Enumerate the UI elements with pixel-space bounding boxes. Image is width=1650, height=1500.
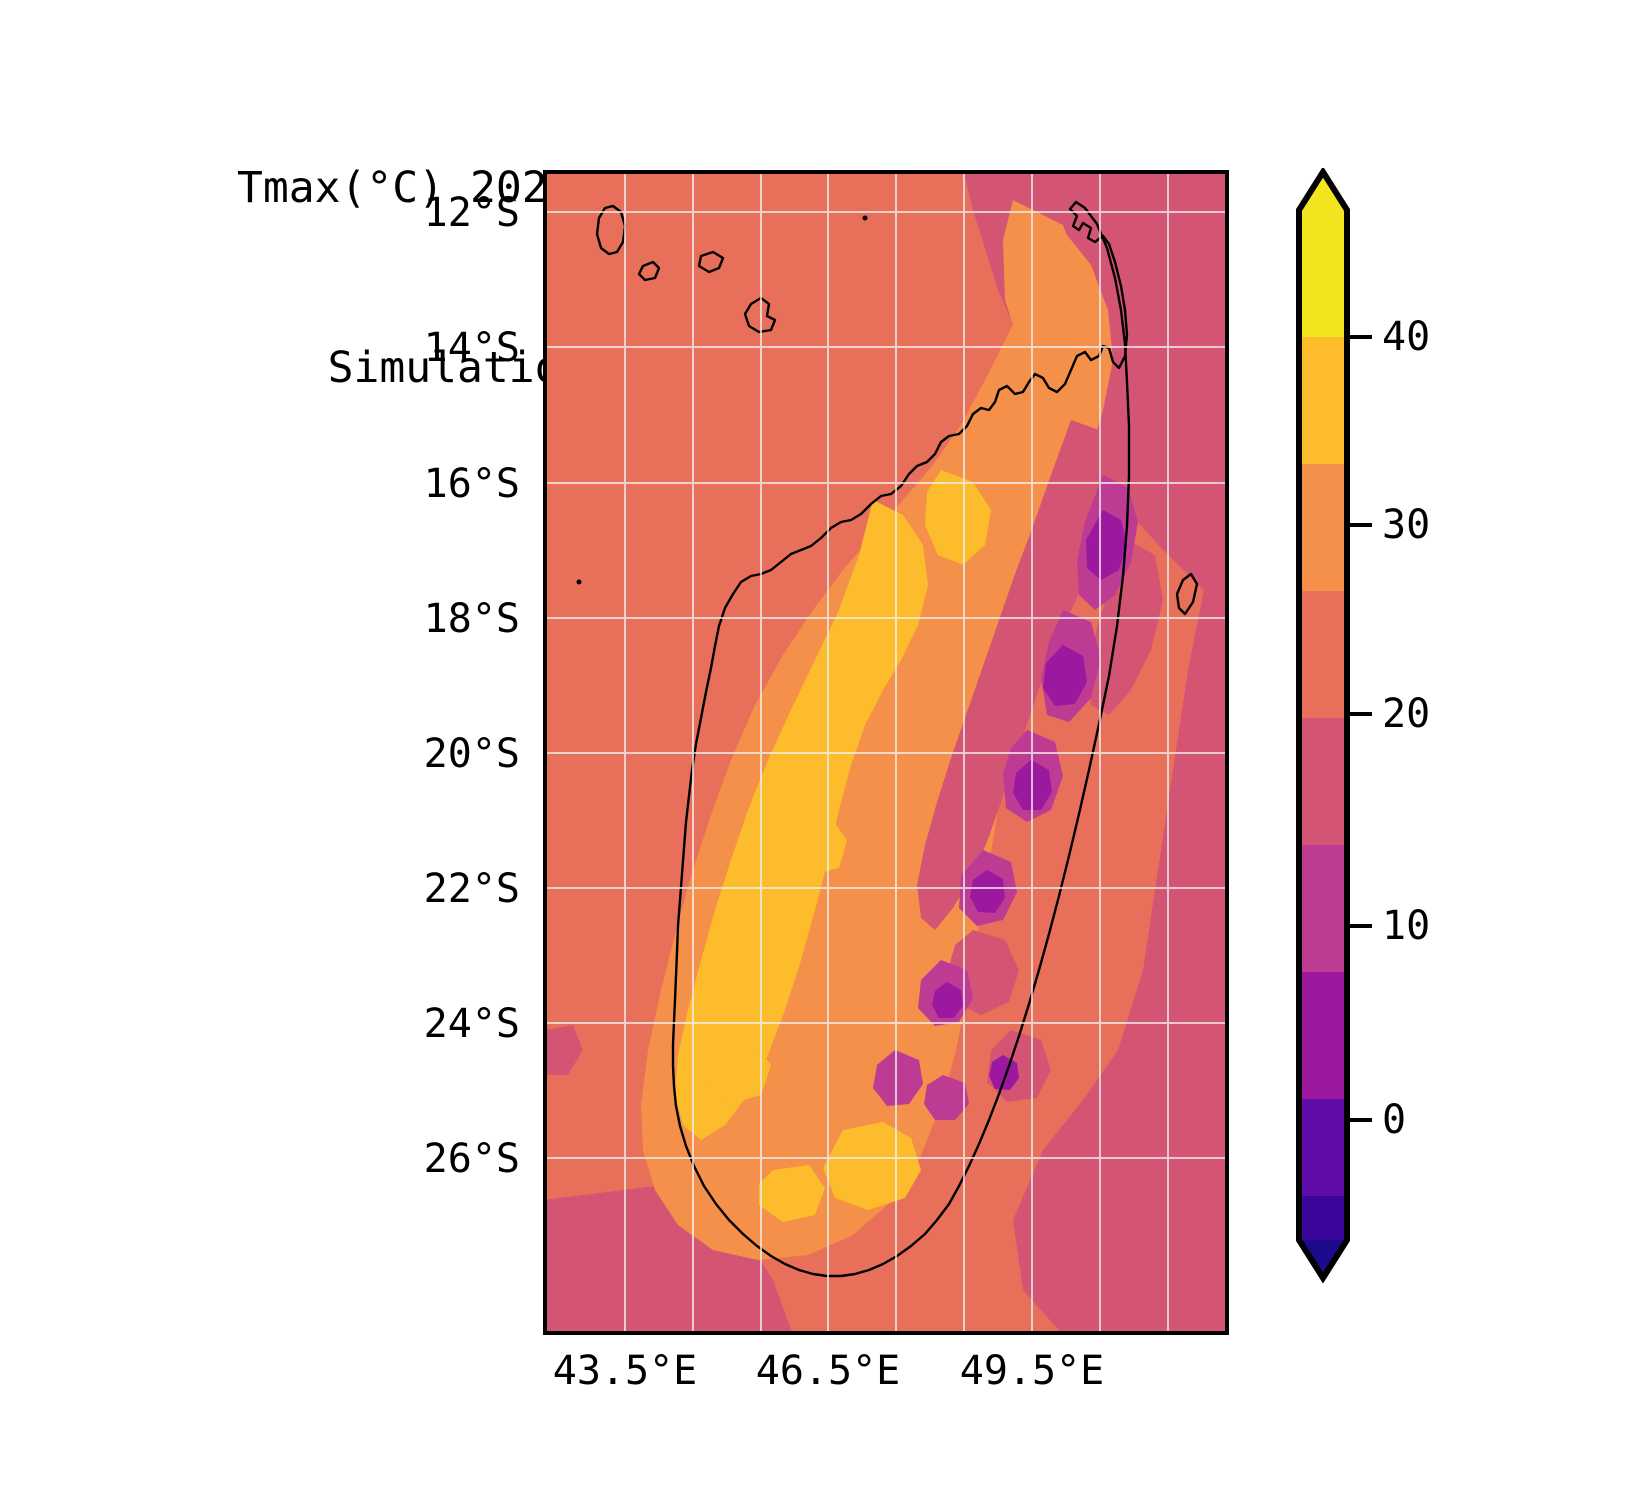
ytick-label: 16°S: [423, 461, 520, 507]
temperature-contour-map: [547, 174, 1225, 1331]
colorbar-outline: [1296, 168, 1350, 1283]
colorbar-tick-label: 40: [1382, 314, 1431, 360]
colorbar-tick-mark: [1350, 712, 1372, 716]
colorbar-tick-mark: [1350, 335, 1372, 339]
cbar-band-20-25: [1299, 718, 1347, 845]
colorbar-tick-label: 20: [1382, 691, 1431, 737]
cbar-band-25-30: [1299, 591, 1347, 718]
fill-band-20-25-interior: [917, 420, 1163, 1102]
ytick-label: 22°S: [423, 866, 520, 912]
colorbar-gradient: [1296, 168, 1350, 1283]
cbar-band-5-10: [1299, 1099, 1347, 1196]
colorbar-tick-label: 10: [1382, 903, 1431, 949]
ytick-label: 14°S: [423, 325, 520, 371]
xtick-label: 43.5°E: [552, 1348, 698, 1394]
ytick-label: 24°S: [423, 1001, 520, 1047]
colorbar-tick-mark: [1350, 924, 1372, 928]
ytick-label: 26°S: [423, 1136, 520, 1182]
colorbar-tick-mark: [1350, 1118, 1372, 1122]
map-gridlines: [547, 174, 1225, 1331]
colorbar: [1295, 168, 1351, 1283]
fill-band-10-15: [932, 510, 1127, 1090]
cbar-band-10-15: [1299, 972, 1347, 1099]
xtick-label: 49.5°E: [959, 1348, 1105, 1394]
xtick-label: 46.5°E: [755, 1348, 901, 1394]
ytick-label: 12°S: [423, 190, 520, 236]
colorbar-tick-label: 0: [1382, 1097, 1407, 1143]
ytick-label: 18°S: [423, 596, 520, 642]
colorbar-tick-mark: [1350, 523, 1372, 527]
map-plot-area: [543, 170, 1229, 1335]
cbar-band-0-5: [1299, 1196, 1347, 1240]
coastline-outline: [576, 200, 1199, 1278]
cbar-band-30-35: [1299, 464, 1347, 591]
ytick-label: 20°S: [423, 731, 520, 777]
cbar-band-40-45: [1299, 210, 1347, 337]
cbar-band-15-20: [1299, 845, 1347, 972]
colorbar-tick-label: 30: [1382, 502, 1431, 548]
cbar-band-35-40: [1299, 337, 1347, 464]
